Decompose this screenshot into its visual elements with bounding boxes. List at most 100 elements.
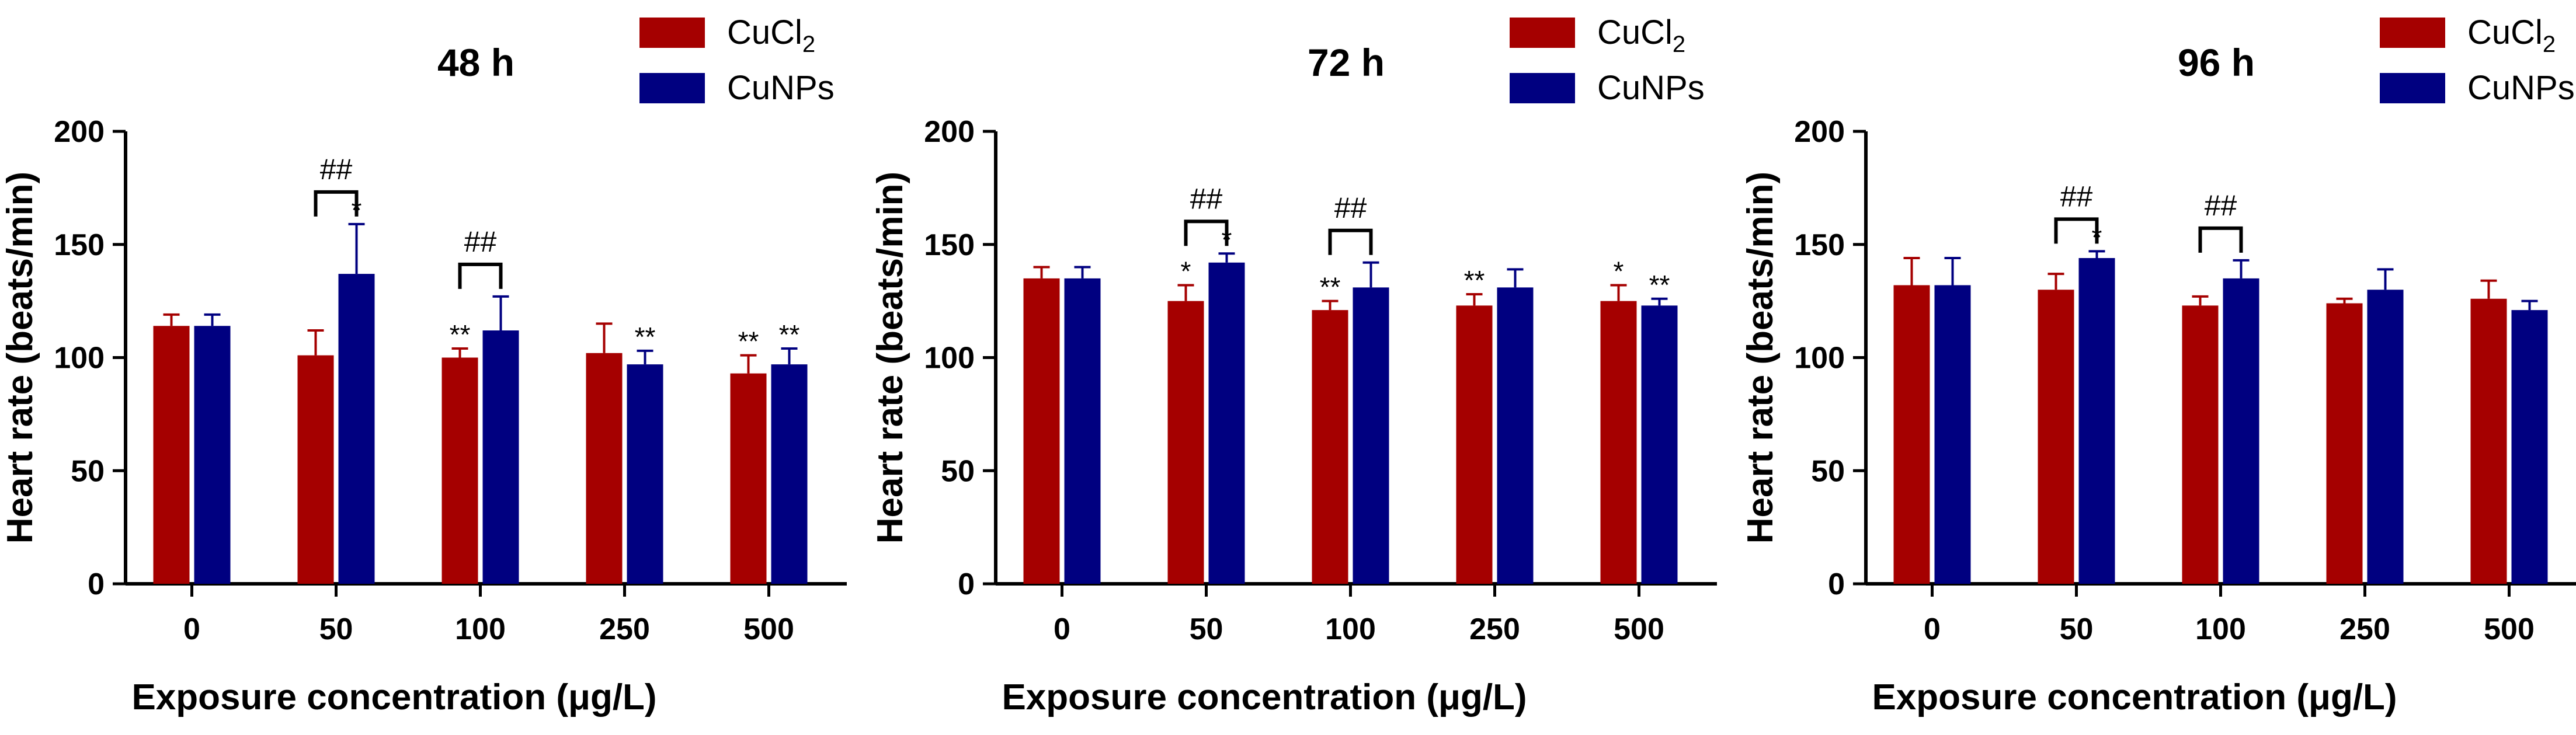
- legend-label-text: CuCl: [727, 13, 802, 51]
- x-tick-label: 250: [599, 612, 650, 646]
- x-axis-label: Exposure concentration (μg/L): [1002, 677, 1527, 717]
- bar-cunps-250: [1497, 287, 1534, 584]
- significance-bracket: [1184, 220, 1229, 246]
- bracket-label: ##: [2205, 189, 2237, 222]
- legend-swatch-cucl: [2380, 18, 2445, 48]
- bar-cucl-50: [297, 355, 334, 584]
- legend-label: CuCl2: [1597, 13, 1685, 57]
- y-tick-label: 150: [54, 228, 105, 262]
- y-axis-label: Heart rate (beats/min): [0, 172, 40, 544]
- bar-cunps-500: [1641, 305, 1678, 584]
- legend-swatch-cunps: [1510, 73, 1575, 103]
- significance-bracket: [1328, 228, 1373, 255]
- bar-cunps-100: [2223, 278, 2259, 584]
- bar-cunps-0: [1934, 285, 1971, 584]
- bar-cucl-0: [1023, 278, 1060, 584]
- x-tick-label: 500: [743, 612, 794, 646]
- bar-cucl-100: [1312, 310, 1348, 584]
- bar-cucl-250: [2326, 303, 2363, 584]
- bracket-label: ##: [1334, 191, 1367, 224]
- bar-cunps-250: [2367, 290, 2404, 584]
- legend-label: CuCl2: [2467, 13, 2556, 57]
- y-tick-label: 100: [1794, 342, 1845, 375]
- significance-label: **: [1464, 265, 1485, 295]
- significance-bracket: [458, 262, 503, 289]
- x-axis-label: Exposure concentration (μg/L): [1872, 677, 2397, 717]
- bar-cunps-100: [482, 330, 519, 584]
- y-tick-label: 150: [1794, 228, 1845, 262]
- chart-title: 72 h: [1308, 41, 1385, 84]
- legend-label: CuNPs: [727, 69, 835, 107]
- legend-label-text: CuCl: [2467, 13, 2543, 51]
- significance-bracket: [2054, 217, 2099, 244]
- bar-cucl-100: [2182, 305, 2219, 584]
- y-axis-label: Heart rate (beats/min): [1740, 172, 1781, 544]
- significance-bracket: [2198, 226, 2243, 253]
- y-tick-label: 0: [958, 567, 975, 601]
- chart-panel-48-h: 48 h CuCl2 CuNPs 0 50 100 150 200 Heart rate (be…: [0, 13, 847, 717]
- bar-cunps-0: [194, 326, 231, 584]
- bracket-label: ##: [1190, 182, 1223, 215]
- x-tick-label: 50: [2060, 612, 2094, 646]
- bracket-label: ##: [464, 225, 497, 258]
- legend-label: CuCl2: [727, 13, 815, 57]
- legend-label: CuNPs: [2467, 69, 2575, 107]
- legend-label-text: CuCl: [1597, 13, 1673, 51]
- chart-panel-72-h: 72 h CuCl2 CuNPs 0 50 100 150 200 Heart rate (be…: [870, 13, 1717, 717]
- significance-label: **: [738, 326, 759, 357]
- y-tick-label: 50: [941, 454, 975, 488]
- x-tick-label: 500: [1614, 612, 1664, 646]
- x-tick-label: 50: [319, 612, 353, 646]
- x-tick-label: 50: [1190, 612, 1223, 646]
- x-tick-label: 100: [455, 612, 506, 646]
- bar-cunps-250: [627, 364, 663, 584]
- legend-label-text: CuNPs: [727, 69, 835, 107]
- bracket-label: ##: [320, 153, 353, 186]
- x-tick-label: 100: [1325, 612, 1376, 646]
- bar-cunps-500: [771, 364, 808, 584]
- chart-panel-96-h: 96 h CuCl2 CuNPs 0 50 100 150 200 Heart rate (be…: [1740, 13, 2576, 717]
- chart-title: 48 h: [437, 41, 514, 84]
- y-tick-label: 50: [71, 454, 105, 488]
- legend-swatch-cunps: [639, 73, 705, 103]
- bar-cucl-50: [2038, 290, 2074, 584]
- significance-label: **: [1649, 270, 1670, 300]
- bar-cucl-0: [1893, 285, 1930, 584]
- y-tick-label: 200: [1794, 115, 1845, 149]
- significance-label: **: [1320, 272, 1341, 302]
- significance-label: *: [1614, 256, 1624, 287]
- legend-label: CuNPs: [1597, 69, 1705, 107]
- x-tick-label: 0: [183, 612, 200, 646]
- legend-label-subscript: 2: [2543, 32, 2556, 57]
- y-tick-label: 100: [924, 342, 975, 375]
- bar-cucl-0: [153, 326, 190, 584]
- x-tick-label: 250: [2339, 612, 2390, 646]
- legend-swatch-cucl: [1510, 18, 1575, 48]
- y-tick-label: 150: [924, 228, 975, 262]
- y-tick-label: 200: [54, 115, 105, 149]
- x-tick-label: 500: [2484, 612, 2535, 646]
- legend-swatch-cunps: [2380, 73, 2445, 103]
- significance-bracket: [314, 190, 359, 217]
- x-tick-label: 0: [1054, 612, 1070, 646]
- significance-label: **: [635, 322, 656, 352]
- legend-label-text: CuNPs: [1597, 69, 1705, 107]
- bar-cucl-100: [441, 357, 478, 584]
- bar-cunps-50: [338, 274, 375, 584]
- bar-cunps-0: [1064, 278, 1101, 584]
- bar-cucl-50: [1167, 301, 1204, 584]
- bar-cunps-100: [1353, 287, 1389, 584]
- x-tick-label: 250: [1469, 612, 1520, 646]
- y-tick-label: 0: [1828, 567, 1845, 601]
- y-tick-label: 0: [88, 567, 105, 601]
- y-tick-label: 50: [1811, 454, 1845, 488]
- significance-label: **: [450, 319, 471, 350]
- y-tick-label: 200: [924, 115, 975, 149]
- y-tick-label: 100: [54, 342, 105, 375]
- bar-cucl-500: [2470, 298, 2507, 584]
- x-tick-label: 100: [2195, 612, 2246, 646]
- bar-cucl-500: [1600, 301, 1637, 584]
- bar-cucl-250: [586, 353, 623, 584]
- bar-cunps-50: [2078, 258, 2115, 584]
